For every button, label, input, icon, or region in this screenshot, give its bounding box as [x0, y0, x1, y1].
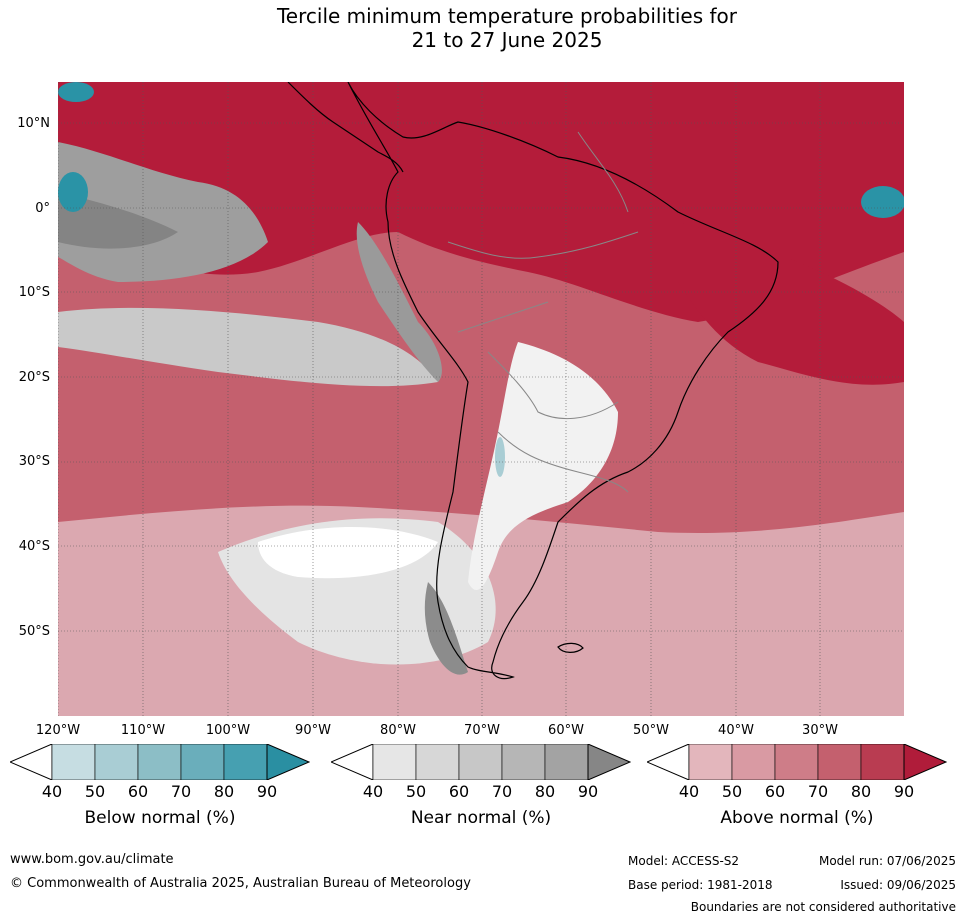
- legend-near-tick-80: 80: [534, 782, 556, 801]
- gridlines: [58, 82, 904, 716]
- region-below-west: [58, 172, 88, 212]
- lon-label-110w: 110°W: [120, 723, 166, 738]
- lat-label-20s: 20°S: [18, 370, 50, 385]
- lon-label-60w: 60°W: [548, 723, 584, 738]
- legend-near-tick-40: 40: [362, 782, 384, 801]
- footer-copyright: © Commonwealth of Australia 2025, Austra…: [10, 876, 471, 891]
- region-below-interior: [495, 437, 505, 477]
- legend-below-tick-60: 60: [127, 782, 149, 801]
- legend-above-tick-80: 80: [850, 782, 872, 801]
- lat-label-50s: 50°S: [18, 624, 50, 639]
- lon-label-50w: 50°W: [633, 723, 669, 738]
- country-borders: [447, 131, 639, 493]
- legend-above-tick-40: 40: [678, 782, 700, 801]
- legend-near-tick-70: 70: [491, 782, 513, 801]
- footer-issued: Issued: 09/06/2025: [840, 878, 956, 892]
- legend-above-tick-60: 60: [764, 782, 786, 801]
- lat-label-30s: 30°S: [18, 454, 50, 469]
- region-near-andes: [356, 222, 442, 382]
- legend-above-tick-70: 70: [807, 782, 829, 801]
- footer-website: www.bom.gov.au/climate: [10, 852, 174, 867]
- lon-label-30w: 30°W: [802, 723, 838, 738]
- lon-label-70w: 70°W: [464, 723, 500, 738]
- lat-label-0: 0°: [35, 201, 50, 216]
- lon-label-40w: 40°W: [718, 723, 754, 738]
- legend-below-tick-40: 40: [41, 782, 63, 801]
- legend-near-tick-90: 90: [577, 782, 599, 801]
- region-near-tierra: [424, 582, 468, 675]
- legend-below-title: Below normal (%): [84, 808, 236, 828]
- footer-model-run: Model run: 07/06/2025: [818, 854, 956, 868]
- legend-above-bar: [645, 743, 948, 781]
- legend-above-tick-90: 90: [893, 782, 915, 801]
- footer-model: Model: ACCESS-S2: [628, 854, 740, 868]
- footer-disclaimer: Boundaries are not considered authoritat…: [690, 900, 956, 914]
- title-line-2: 21 to 27 June 2025: [411, 28, 603, 52]
- lat-label-10s: 10°S: [18, 285, 50, 300]
- footer-base-period: Base period: 1981-2018: [628, 878, 773, 892]
- lon-label-80w: 80°W: [380, 723, 416, 738]
- region-below-nw: [58, 82, 94, 102]
- legend-above-title: Above normal (%): [720, 808, 874, 828]
- coastline-central-america: [287, 82, 404, 173]
- legend-near-bar: [329, 743, 632, 781]
- lon-label-120w: 120°W: [35, 723, 81, 738]
- region-above-strong-brazil: [678, 222, 904, 385]
- legend-below-tick-80: 80: [213, 782, 235, 801]
- region-white-patch: [258, 527, 438, 579]
- legend-above-normal: 40 50 60 70 80 90 Above normal (%): [645, 743, 948, 844]
- legend-near-normal: 40 50 60 70 80 90 Near normal (%): [329, 743, 632, 844]
- legend-below-bar: [8, 743, 311, 781]
- region-near-argentina: [468, 342, 618, 591]
- region-below-east: [861, 186, 904, 218]
- lon-label-100w: 100°W: [205, 723, 251, 738]
- legend-near-tick-60: 60: [448, 782, 470, 801]
- region-near-subtropic: [58, 307, 438, 387]
- title-line-1: Tercile minimum temperature probabilitie…: [276, 4, 738, 28]
- legend-below-tick-70: 70: [170, 782, 192, 801]
- coastline-falklands: [557, 642, 584, 653]
- coastline-south-america: [347, 82, 779, 680]
- legend-below-normal: 40 50 60 70 80 90 Below normal (%): [8, 743, 311, 844]
- lat-label-40s: 40°S: [18, 539, 50, 554]
- lat-label-10n: 10°N: [17, 116, 50, 131]
- chart-title: Tercile minimum temperature probabilitie…: [0, 4, 965, 52]
- legend-below-tick-90: 90: [256, 782, 278, 801]
- legend-near-title: Near normal (%): [410, 808, 552, 828]
- map-canvas: [58, 82, 904, 716]
- probability-map: [58, 82, 904, 716]
- legend-above-tick-50: 50: [721, 782, 743, 801]
- legend-near-tick-50: 50: [405, 782, 427, 801]
- region-near-west-dark: [58, 192, 178, 249]
- lon-label-90w: 90°W: [295, 723, 331, 738]
- legend-below-tick-50: 50: [84, 782, 106, 801]
